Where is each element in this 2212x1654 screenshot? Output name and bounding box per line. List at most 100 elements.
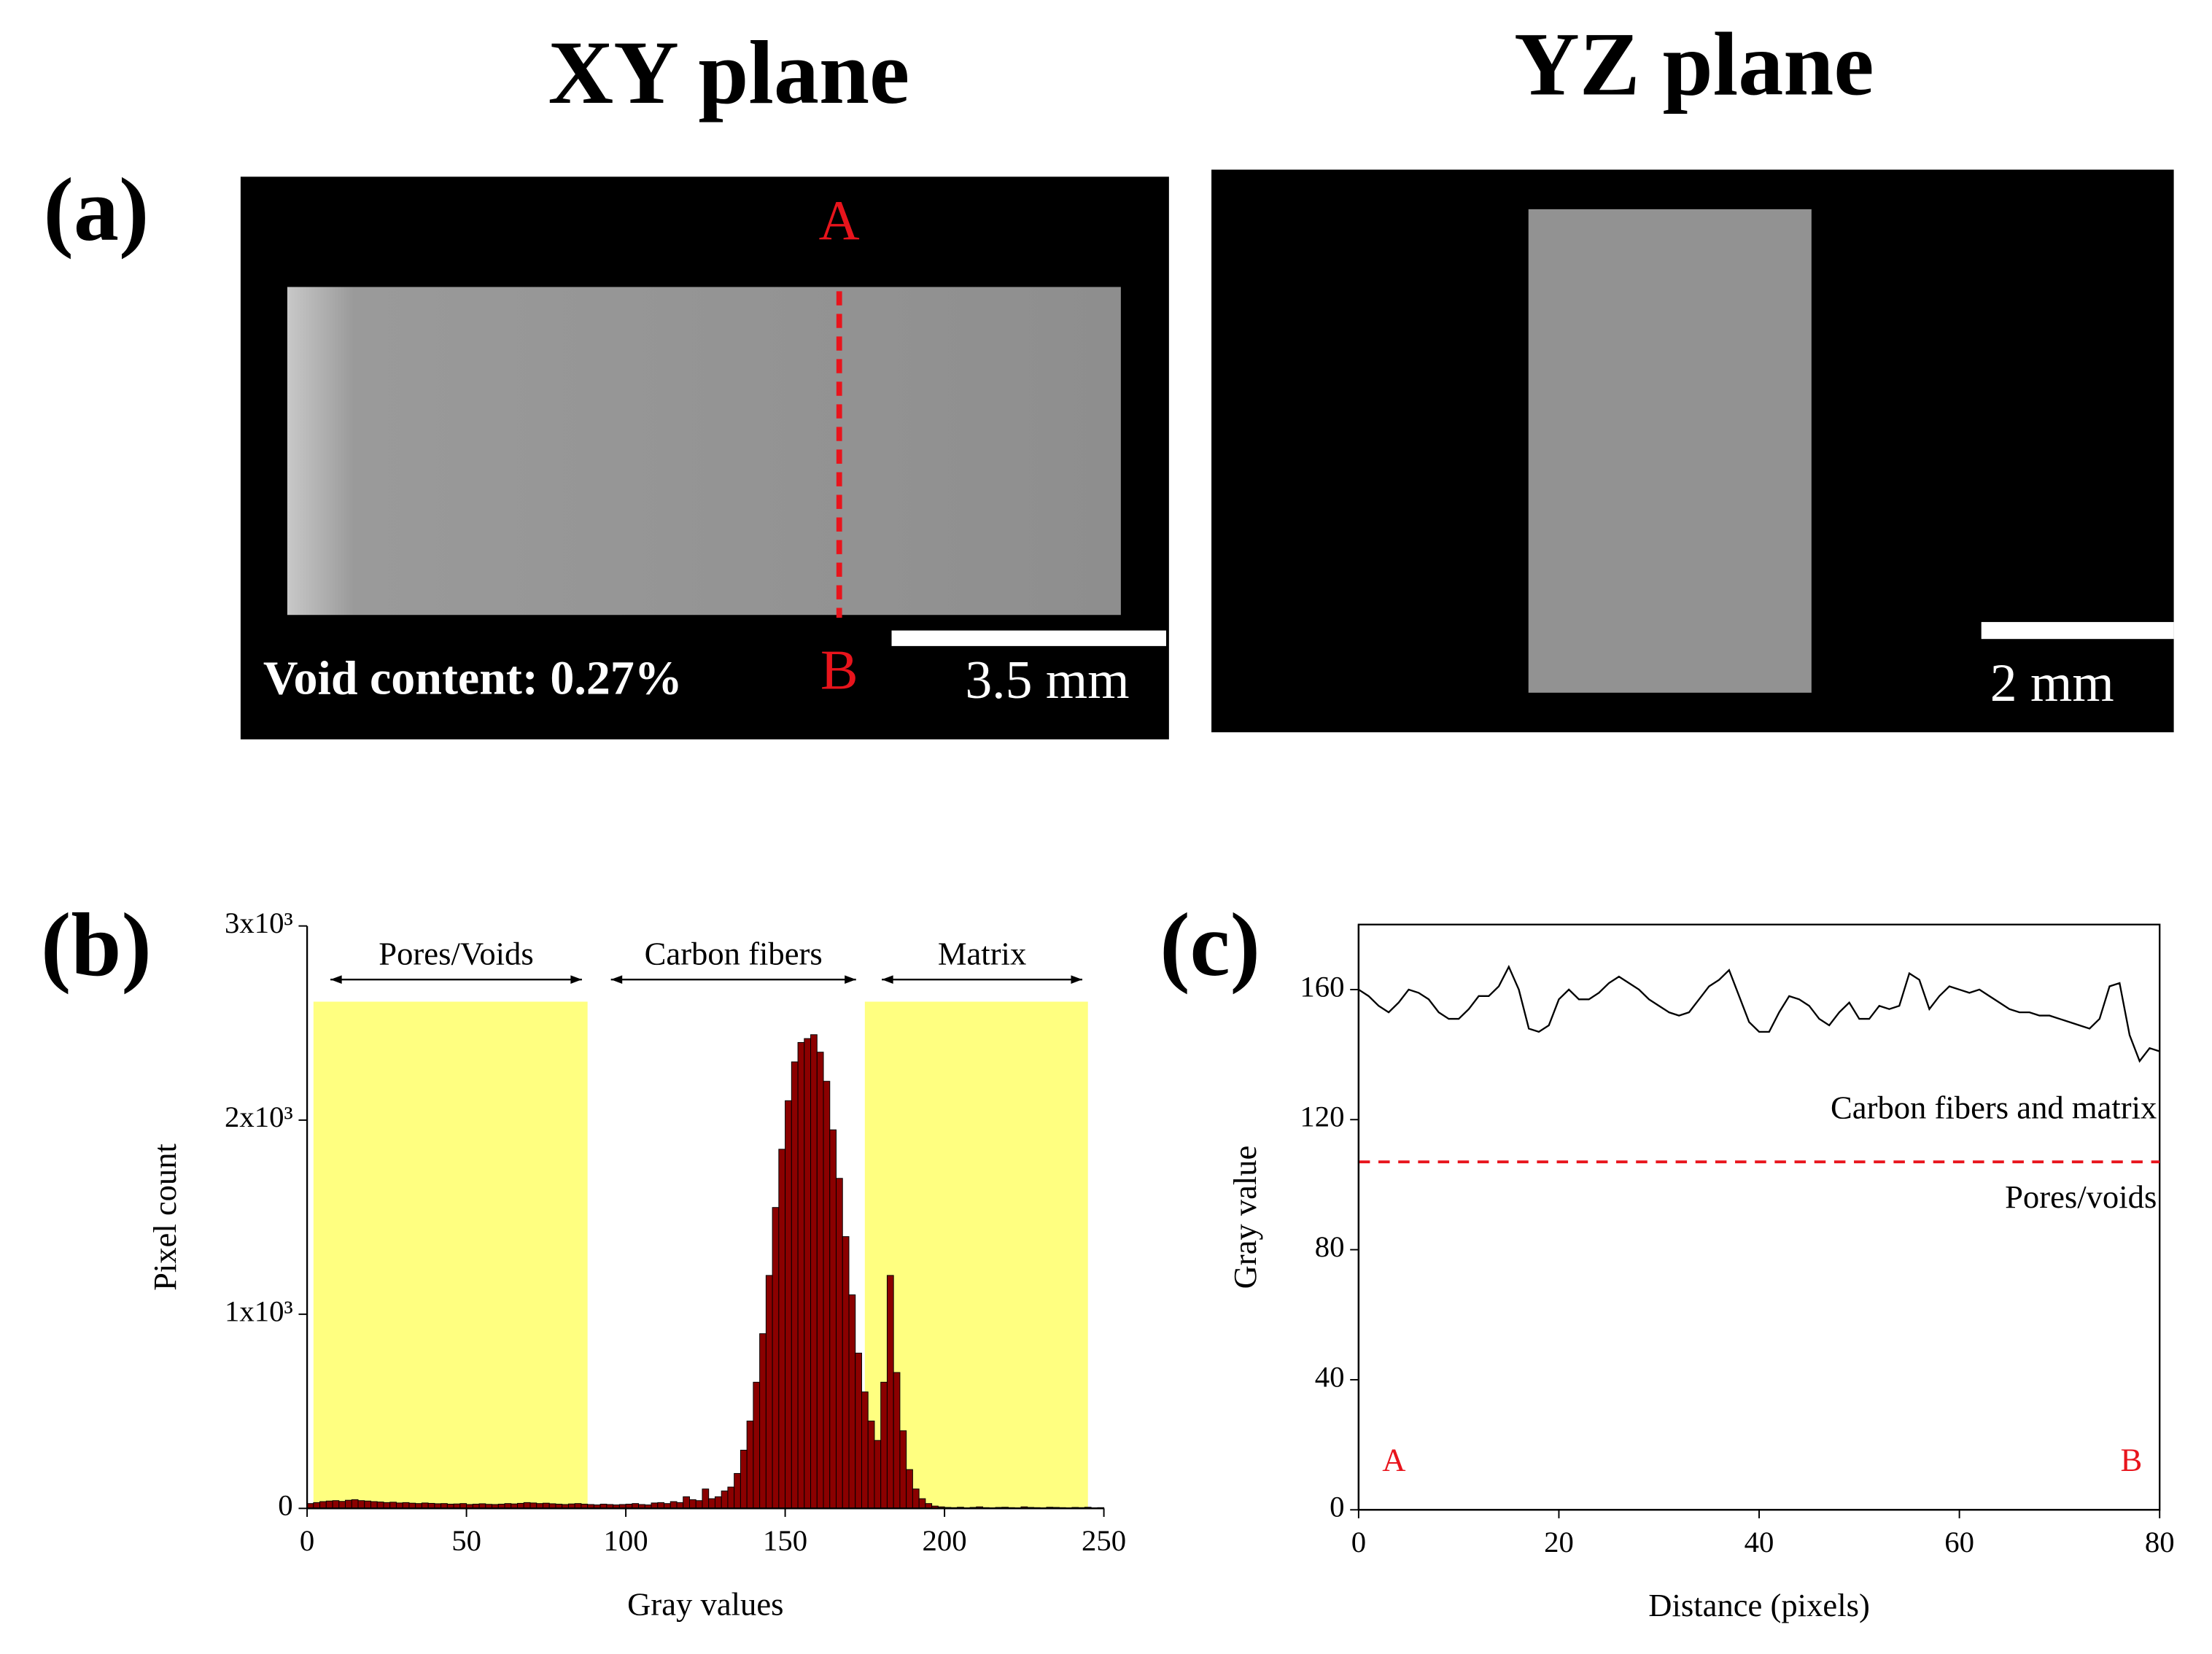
bar (836, 1178, 843, 1509)
x-tick-label: 150 (763, 1524, 807, 1557)
bar (714, 1496, 722, 1509)
region-label: Carbon fibers (645, 935, 823, 971)
bar (357, 1500, 365, 1509)
bar (893, 1372, 901, 1509)
shaded-region (313, 1001, 588, 1509)
annotation: A (1382, 1442, 1405, 1478)
bar (351, 1499, 359, 1509)
x-axis-label: Distance (pixels) (1648, 1587, 1870, 1623)
x-tick-label: 100 (604, 1524, 648, 1557)
xy-specimen (287, 287, 1121, 616)
bar (657, 1502, 665, 1509)
bar (880, 1381, 888, 1509)
panel-label: (a) (44, 159, 150, 260)
scale-bar (891, 630, 1166, 646)
bar (855, 1352, 862, 1509)
y-tick-label: 1x10³ (225, 1294, 293, 1327)
y-tick-label: 0 (1330, 1491, 1344, 1523)
bar (695, 1500, 703, 1509)
y-tick-label: 2x10³ (225, 1100, 293, 1133)
annotation: Pores/voids (2005, 1179, 2157, 1215)
void-text: Void content: 0.27% (263, 651, 683, 704)
bar (785, 1100, 792, 1509)
bar (325, 1500, 333, 1509)
point-b: B (820, 638, 858, 701)
scale-bar (1981, 621, 2174, 640)
bar (708, 1498, 715, 1509)
bar (899, 1430, 907, 1509)
bar (376, 1502, 384, 1509)
annotation: B (2121, 1442, 2143, 1478)
x-tick-label: 50 (451, 1524, 481, 1557)
point-a: A (819, 189, 860, 252)
bar (721, 1490, 729, 1509)
bar (332, 1500, 340, 1509)
bar (759, 1333, 767, 1509)
bar (753, 1381, 761, 1509)
shaded-region (864, 1001, 1088, 1509)
y-tick-label: 3x10³ (225, 906, 293, 939)
bar (874, 1440, 882, 1509)
y-tick-label: 0 (278, 1489, 292, 1522)
x-tick-label: 40 (1745, 1526, 1774, 1558)
x-tick-label: 200 (923, 1524, 967, 1557)
bar (791, 1061, 799, 1509)
xy-title: XY plane (548, 22, 910, 123)
x-tick-label: 80 (2145, 1526, 2175, 1558)
bar (689, 1499, 696, 1509)
bar (848, 1294, 856, 1509)
bar (702, 1488, 710, 1509)
x-tick-label: 250 (1082, 1524, 1126, 1557)
bar (670, 1501, 678, 1509)
bar (906, 1469, 913, 1509)
x-tick-label: 0 (1351, 1526, 1366, 1558)
region-label: Matrix (938, 935, 1026, 971)
bar (861, 1391, 869, 1509)
bar (867, 1421, 875, 1509)
panel-label: (b) (41, 894, 152, 995)
bar (319, 1501, 327, 1509)
bar (918, 1498, 926, 1509)
y-tick-label: 120 (1300, 1100, 1344, 1133)
bar (683, 1496, 690, 1509)
bar (523, 1502, 531, 1509)
scale-label: 3.5 mm (965, 650, 1129, 710)
bar (816, 1052, 824, 1509)
bar (727, 1486, 735, 1509)
y-axis-label: Pixel count (147, 1144, 183, 1291)
annotation: Carbon fibers and matrix (1831, 1090, 2157, 1126)
panel-label: (c) (1160, 894, 1260, 995)
bar (778, 1149, 786, 1509)
bar (829, 1129, 837, 1509)
region-label: Pores/Voids (379, 935, 533, 971)
bar (746, 1421, 754, 1509)
bar (886, 1275, 894, 1509)
y-tick-label: 40 (1315, 1360, 1345, 1393)
x-axis-label: Gray values (627, 1585, 783, 1622)
bar (740, 1449, 748, 1509)
bar (345, 1499, 352, 1509)
bar (389, 1502, 397, 1509)
yz-specimen (1528, 209, 1812, 693)
x-tick-label: 0 (300, 1524, 314, 1557)
bar (912, 1488, 920, 1509)
bar (772, 1207, 780, 1509)
scale-label: 2 mm (1990, 653, 2114, 713)
bar (313, 1502, 321, 1509)
bar (797, 1041, 805, 1509)
bar (383, 1502, 391, 1509)
bar (370, 1501, 378, 1509)
bar (676, 1502, 684, 1509)
y-tick-label: 160 (1300, 970, 1344, 1003)
bar (734, 1472, 741, 1509)
bar (804, 1038, 812, 1509)
y-tick-label: 80 (1315, 1230, 1345, 1263)
bar (338, 1501, 346, 1509)
plot-frame (1357, 923, 2161, 1511)
x-tick-label: 20 (1544, 1526, 1574, 1558)
x-tick-label: 60 (1944, 1526, 1974, 1558)
y-axis-label: Gray value (1227, 1146, 1263, 1289)
profile-line (1358, 965, 2160, 1063)
bar (402, 1502, 410, 1509)
